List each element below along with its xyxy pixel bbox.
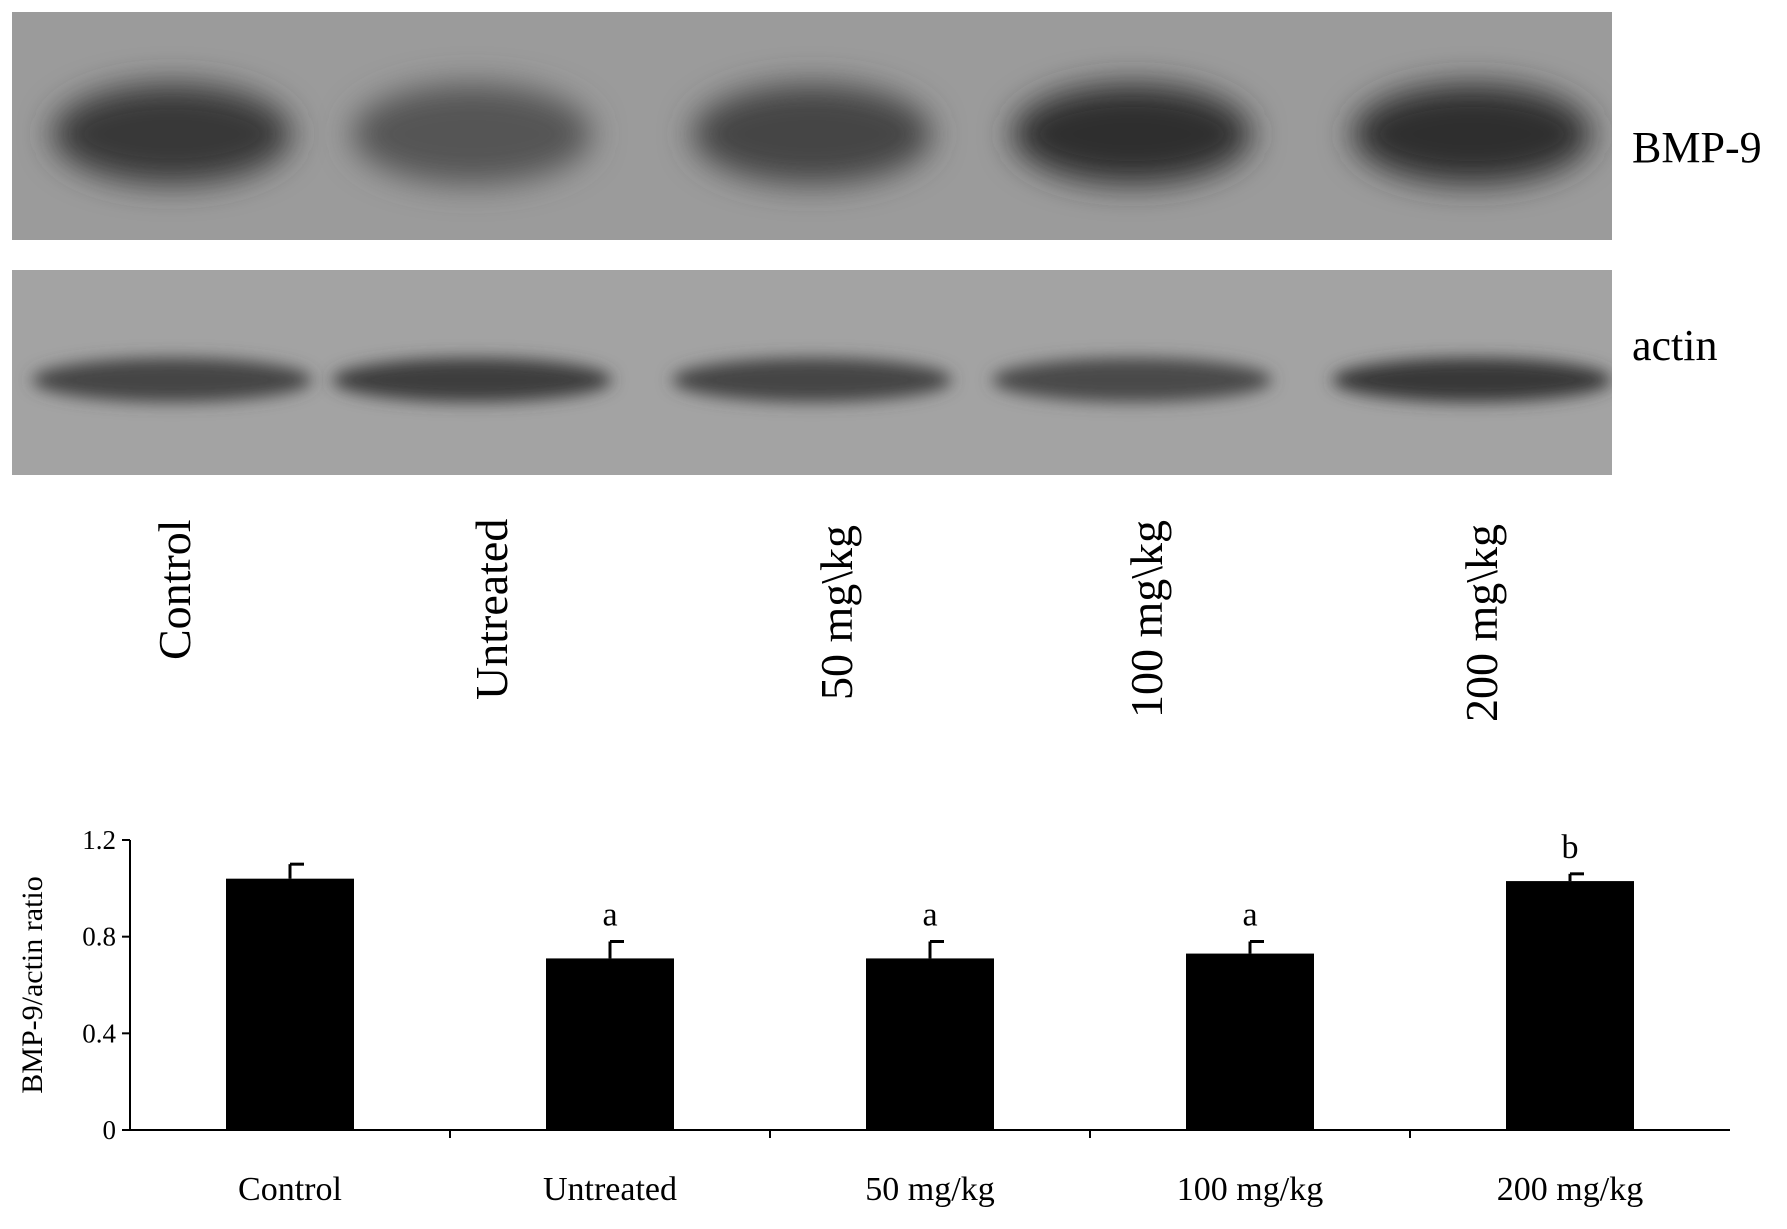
BMP-9-band-lane-5 bbox=[1352, 84, 1592, 184]
BMP-9-band-lane-1 bbox=[52, 84, 292, 184]
bmp9-band-label: BMP-9 bbox=[1632, 123, 1762, 172]
x-tick-label-1: Control bbox=[238, 1171, 342, 1208]
bmp9-blot-strip bbox=[12, 12, 1612, 240]
y-tick-label: 0.8 bbox=[82, 922, 116, 952]
actin-band-lane-1 bbox=[32, 358, 312, 402]
actin-blot-strip bbox=[12, 270, 1612, 475]
bar-2 bbox=[546, 958, 674, 1130]
x-tick-label-2: Untreated bbox=[543, 1171, 677, 1208]
x-tick-label-3: 50 mg/kg bbox=[865, 1171, 994, 1208]
BMP-9-band-lane-2 bbox=[352, 84, 592, 184]
chart-bars: Control a Untreated a 50 mg/kg a 100 mg/kg b 200… bbox=[226, 829, 1643, 1208]
lane-label-50: 50 mg\kg bbox=[811, 524, 862, 700]
actin-bands bbox=[32, 358, 1612, 402]
actin-band-label: actin bbox=[1632, 321, 1718, 370]
actin-band-lane-5 bbox=[1332, 358, 1612, 402]
lane-label-untreated: Untreated bbox=[466, 518, 517, 700]
significance-label-4: a bbox=[1242, 897, 1257, 934]
bar-chart: 0 0.4 0.8 1.2 Control a Untreated a 50 mg/kg a 10… bbox=[16, 825, 1730, 1208]
lane-label-200: 200 mg\kg bbox=[1456, 523, 1507, 722]
y-axis-label: BMP-9/actin ratio bbox=[16, 876, 49, 1093]
x-tick-label-4: 100 mg/kg bbox=[1177, 1171, 1323, 1208]
bar-5 bbox=[1506, 881, 1634, 1130]
lane-label-control: Control bbox=[149, 519, 200, 660]
actin-band-lane-4 bbox=[992, 358, 1272, 402]
BMP-9-band-lane-3 bbox=[692, 84, 932, 184]
actin-band-lane-2 bbox=[332, 358, 612, 402]
bar-3 bbox=[866, 958, 994, 1130]
bar-1 bbox=[226, 878, 354, 1130]
x-tick-label-5: 200 mg/kg bbox=[1497, 1171, 1643, 1208]
y-tick-label: 0 bbox=[103, 1115, 117, 1145]
BMP-9-band-lane-4 bbox=[1012, 84, 1252, 184]
significance-label-5: b bbox=[1562, 829, 1579, 866]
y-tick-label: 1.2 bbox=[82, 825, 116, 855]
chart-axes: 0 0.4 0.8 1.2 bbox=[82, 825, 1730, 1145]
significance-label-3: a bbox=[922, 897, 937, 934]
significance-label-2: a bbox=[602, 897, 617, 934]
bar-4 bbox=[1186, 953, 1314, 1130]
y-tick-label: 0.4 bbox=[82, 1018, 116, 1048]
bmp9-bands bbox=[52, 84, 1592, 184]
actin-band-lane-3 bbox=[672, 358, 952, 402]
lane-label-100: 100 mg\kg bbox=[1121, 519, 1172, 718]
